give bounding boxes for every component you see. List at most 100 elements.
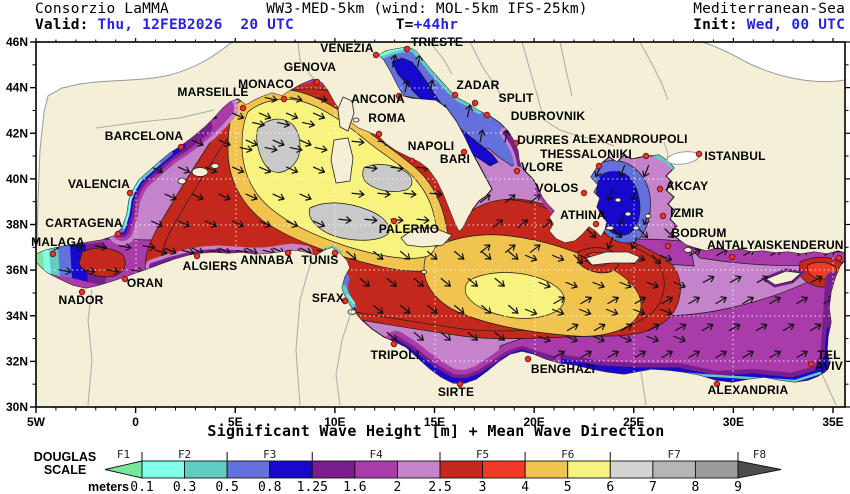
- city-dot: [193, 252, 201, 260]
- city-dot: [456, 380, 464, 388]
- wave-arrow: [400, 250, 411, 260]
- wave-arrow: [151, 166, 164, 174]
- legend-segment: [184, 460, 228, 479]
- region-title: Mediterranean-Sea: [693, 1, 845, 17]
- wave-arrow: [106, 267, 120, 275]
- wave-arrow: [205, 220, 218, 228]
- black-sea: [701, 41, 846, 83]
- wave-arrow: [264, 145, 278, 153]
- lat-label: 38N: [6, 218, 28, 232]
- wave-arrow: [593, 323, 606, 332]
- city-label: BENGHAZI: [531, 362, 595, 376]
- legend-value: 1.25: [297, 480, 328, 494]
- wave-arrow: [634, 296, 646, 305]
- city-dot: [390, 217, 398, 225]
- legend-segment: [652, 460, 696, 479]
- wave-arrow: [351, 138, 365, 146]
- wave-arrow: [402, 79, 411, 93]
- city-label: ANCONA: [351, 92, 405, 106]
- force-label: F4: [370, 448, 384, 461]
- aegean-islet: [644, 213, 652, 219]
- wave-arrow: [769, 350, 781, 359]
- city-dot: [78, 288, 86, 296]
- wave-arrow: [715, 296, 727, 305]
- legend-segment: [226, 460, 271, 479]
- wave-arrow: [390, 164, 404, 172]
- wave-arrow: [647, 323, 660, 332]
- ibiza-island: [177, 177, 187, 185]
- atlantic-biscay: [35, 41, 234, 251]
- wave-arrow: [782, 323, 795, 332]
- douglas-scale-label: SCALE: [44, 463, 86, 477]
- legend-segment: [311, 460, 356, 479]
- wave-arrow: [313, 166, 326, 174]
- wave-arrow: [630, 236, 638, 250]
- wave-arrow: [386, 277, 397, 287]
- wave-arrow: [467, 277, 478, 287]
- wave-arrow: [218, 139, 231, 147]
- wave-arrow: [742, 296, 754, 305]
- city-dot: [592, 220, 600, 228]
- wave-arrow: [467, 331, 478, 341]
- wave-arrow: [508, 304, 519, 314]
- wave-arrow: [809, 323, 822, 332]
- lat-label: 36N: [6, 263, 28, 277]
- wave-arrow: [154, 248, 168, 256]
- wave-arrow: [286, 220, 299, 228]
- city-dot: [408, 157, 416, 165]
- lon-label: 5W: [27, 415, 46, 429]
- city-label: SPLIT: [498, 91, 533, 105]
- legend-value: 2: [394, 480, 402, 494]
- city-label: TRIESTE: [411, 35, 463, 49]
- wave-arrow: [82, 267, 96, 275]
- wave-arrow: [642, 164, 650, 178]
- legend-value: 4: [521, 480, 529, 494]
- legend-value: 7: [649, 480, 657, 494]
- rhodes-island: [683, 247, 693, 253]
- city-dot: [513, 167, 521, 175]
- city-label: DURRES: [517, 133, 569, 147]
- city-label: SFAX: [312, 291, 344, 305]
- wave-arrow: [553, 350, 565, 359]
- wave-arrow: [529, 244, 541, 253]
- wave-arrow: [502, 129, 511, 143]
- wave-arrow: [592, 281, 605, 289]
- wave-arrow: [359, 277, 370, 287]
- force-label: F7: [668, 448, 681, 461]
- wave-arrow: [553, 296, 565, 305]
- wave-height-legend: F1 F2 F3 F4 F5 F6 F7 F8 0.1 0.3 0.5 0.8 1.25 1.6 2 2.5 3…: [34, 448, 782, 494]
- valid-label: Valid:: [35, 17, 98, 33]
- city-label: DUBROVNIK: [511, 109, 586, 123]
- wave-arrow: [299, 139, 312, 147]
- wave-arrow: [578, 308, 592, 316]
- city-dot: [451, 91, 459, 99]
- city-dot: [659, 212, 667, 220]
- wave-arrow: [810, 275, 823, 283]
- malta-island: [421, 269, 427, 275]
- wave-arrow: [364, 164, 378, 172]
- legend-value: 0.8: [258, 480, 281, 494]
- wave-arrow: [218, 193, 231, 201]
- wave-arrow: [377, 190, 391, 198]
- wave-arrow: [302, 120, 315, 128]
- city-dot: [835, 254, 843, 262]
- legend-segment: [439, 460, 484, 479]
- city-dot: [395, 92, 403, 100]
- wave-arrow: [413, 277, 424, 287]
- city-label: MONACO: [238, 77, 294, 91]
- aegean-islet: [632, 225, 640, 231]
- wave-arrow: [620, 323, 633, 332]
- legend-triangle-low: [104, 460, 143, 479]
- wave-arrow: [618, 164, 626, 178]
- wave-arrow: [538, 281, 551, 289]
- lon-label: 20E: [523, 415, 544, 429]
- city-label: TRIPOLI: [371, 348, 420, 362]
- wave-arrow: [651, 254, 662, 265]
- wave-arrow: [673, 335, 686, 343]
- wave-arrow: [416, 216, 430, 224]
- force-label: F3: [263, 448, 276, 461]
- wave-arrow: [289, 145, 303, 153]
- legend-segment: [269, 460, 313, 479]
- init-time: Init: Wed, 00 UTC: [693, 17, 845, 33]
